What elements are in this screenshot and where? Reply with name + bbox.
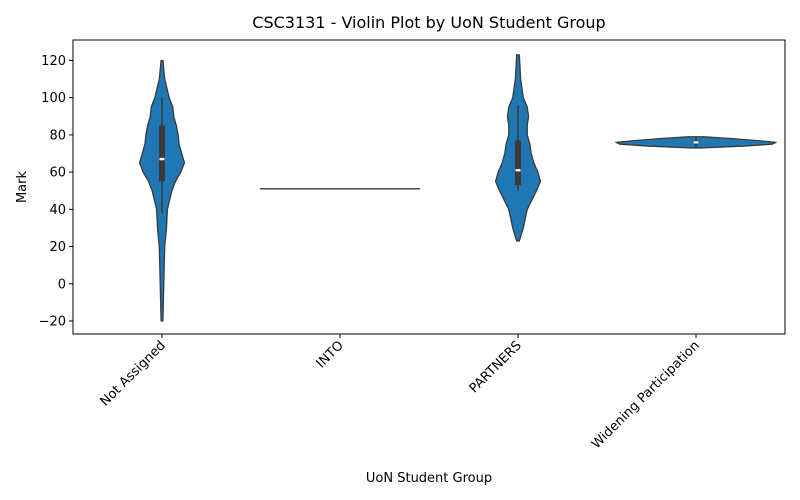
violin-median-marker — [693, 141, 699, 144]
chart-title: CSC3131 - Violin Plot by UoN Student Gro… — [252, 13, 605, 32]
y-axis: −20 0 20 40 60 80 100 120 — [39, 54, 73, 329]
x-tick-label: INTO — [314, 338, 347, 371]
x-tick-label: Widening Participation — [589, 338, 703, 452]
y-tick-label: 100 — [41, 91, 66, 106]
x-tick-label: Not Assigned — [98, 338, 169, 409]
violin-median-marker — [159, 157, 165, 161]
plot-frame — [72, 39, 786, 335]
violin-iqr-box — [159, 125, 165, 182]
x-axis: Not Assigned INTO PARTNERS Widening Partici… — [98, 334, 703, 452]
violin-group — [615, 136, 777, 149]
x-axis-label: UoN Student Group — [366, 471, 492, 486]
y-tick-label: −20 — [39, 314, 66, 329]
y-tick-label: 40 — [49, 203, 66, 218]
violin-iqr-box — [515, 140, 521, 186]
y-axis-label: Mark — [15, 171, 30, 204]
y-tick-label: 80 — [49, 128, 66, 143]
y-tick-label: 20 — [49, 240, 66, 255]
y-tick-label: 120 — [41, 54, 66, 69]
violin-median-marker — [515, 169, 521, 172]
y-tick-label: 60 — [49, 166, 66, 181]
x-tick-label: PARTNERS — [467, 338, 525, 396]
plot-area — [138, 54, 777, 322]
violin-group — [138, 59, 186, 322]
y-tick-label: 0 — [58, 277, 66, 292]
violin-group — [494, 54, 542, 242]
